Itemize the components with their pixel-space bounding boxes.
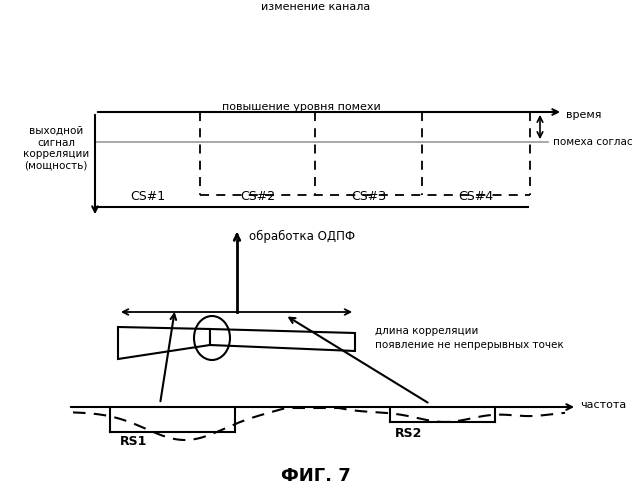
Text: CS#2: CS#2: [240, 190, 275, 203]
Text: повышение уровня помехи: повышение уровня помехи: [222, 102, 381, 112]
Text: обработка ОДПФ: обработка ОДПФ: [249, 230, 355, 242]
Polygon shape: [210, 329, 355, 351]
Text: ФИГ. 7: ФИГ. 7: [281, 467, 351, 485]
Text: RS1: RS1: [120, 435, 147, 448]
Text: время: время: [566, 110, 601, 120]
Text: частота: частота: [580, 400, 626, 410]
Text: CS#1: CS#1: [130, 190, 165, 203]
Text: выходной
сигнал
корреляции
(мощность): выходной сигнал корреляции (мощность): [23, 126, 89, 171]
Text: изменение канала: изменение канала: [261, 2, 371, 12]
Text: появление не непрерывных точек: появление не непрерывных точек: [375, 340, 564, 350]
Text: CS#3: CS#3: [351, 190, 386, 203]
Polygon shape: [118, 327, 210, 359]
Text: длина корреляции: длина корреляции: [375, 326, 479, 336]
Text: CS#4: CS#4: [458, 190, 494, 203]
Text: RS2: RS2: [395, 427, 422, 440]
Text: помеха согласно способу (а): помеха согласно способу (а): [553, 137, 633, 147]
